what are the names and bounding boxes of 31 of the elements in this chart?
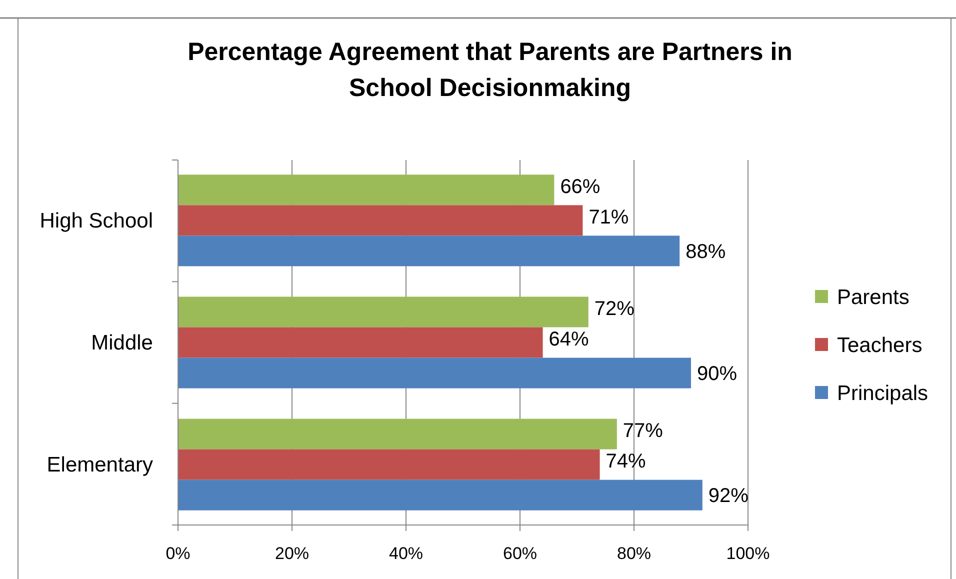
data-label: 88% — [686, 240, 726, 263]
data-label: 72% — [594, 298, 635, 320]
y-tick-label: Elementary — [46, 454, 154, 477]
bar — [178, 236, 680, 266]
x-tick-label: 80% — [616, 544, 652, 563]
y-tick-label: High School — [40, 209, 153, 232]
bar — [178, 449, 600, 480]
x-tick-label: 20% — [274, 544, 310, 563]
x-tick-label: 0% — [166, 544, 190, 563]
bar — [178, 480, 702, 510]
legend-label: Parents — [837, 286, 910, 309]
x-tick-label: 40% — [388, 544, 424, 563]
x-tick-label: 60% — [502, 544, 538, 563]
bar — [178, 358, 691, 388]
data-label: 66% — [560, 176, 600, 198]
data-label: 64% — [548, 328, 590, 350]
legend-label: Principals — [837, 382, 928, 405]
data-label: 92% — [708, 485, 749, 508]
bar — [178, 205, 583, 236]
legend-label: Teachers — [837, 334, 922, 357]
bar — [178, 174, 554, 206]
bar — [178, 327, 543, 358]
data-label: 74% — [606, 450, 646, 473]
data-label: 77% — [622, 420, 664, 442]
chart-title: Percentage Agreement that Parents are Partners in School Decisionmaking — [188, 38, 792, 102]
bar — [178, 418, 617, 450]
bar — [178, 296, 588, 328]
x-tick-label: 100% — [726, 544, 770, 563]
y-tick-label: Middle — [91, 332, 153, 354]
data-label: 90% — [697, 363, 738, 386]
data-label: 71% — [588, 206, 629, 228]
